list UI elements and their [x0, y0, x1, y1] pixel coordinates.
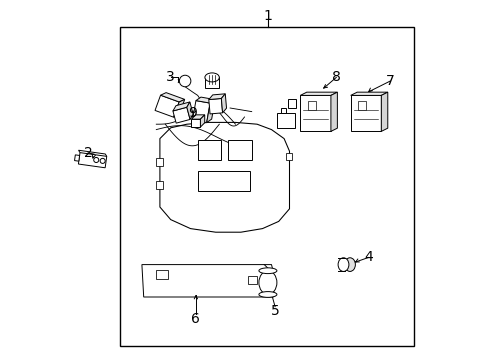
Bar	[307, 101, 315, 110]
Circle shape	[100, 158, 105, 163]
Bar	[247, 276, 257, 284]
Bar	[156, 270, 167, 279]
Text: 6: 6	[191, 312, 200, 325]
Bar	[280, 108, 285, 113]
Polygon shape	[191, 115, 204, 119]
Bar	[350, 95, 381, 131]
Polygon shape	[208, 94, 225, 100]
Polygon shape	[160, 93, 184, 102]
Text: 1: 1	[263, 9, 272, 23]
Circle shape	[94, 157, 99, 162]
Polygon shape	[173, 99, 184, 117]
Text: 4: 4	[364, 251, 372, 264]
Polygon shape	[208, 99, 222, 114]
Bar	[156, 181, 163, 189]
Bar	[285, 153, 292, 160]
Polygon shape	[186, 102, 193, 120]
Polygon shape	[173, 102, 189, 111]
Bar	[228, 140, 251, 160]
Bar	[204, 77, 219, 88]
Ellipse shape	[258, 271, 276, 294]
Text: 3: 3	[166, 71, 175, 84]
Text: 9: 9	[187, 107, 196, 120]
Text: 8: 8	[331, 71, 340, 84]
Polygon shape	[196, 97, 215, 103]
Polygon shape	[192, 100, 210, 123]
Polygon shape	[330, 92, 337, 131]
Polygon shape	[206, 100, 215, 123]
Polygon shape	[191, 119, 200, 127]
Ellipse shape	[204, 73, 219, 82]
Polygon shape	[350, 92, 387, 95]
Bar	[197, 140, 221, 160]
Ellipse shape	[258, 268, 276, 274]
Polygon shape	[142, 265, 273, 297]
Circle shape	[179, 75, 190, 87]
Polygon shape	[160, 122, 289, 232]
Ellipse shape	[258, 292, 276, 297]
Polygon shape	[173, 107, 190, 123]
Bar	[78, 153, 106, 168]
Bar	[358, 101, 365, 110]
Bar	[300, 95, 330, 131]
Polygon shape	[221, 94, 226, 113]
Polygon shape	[200, 115, 204, 127]
Polygon shape	[300, 92, 337, 95]
Bar	[287, 99, 295, 108]
Bar	[276, 113, 294, 128]
Bar	[197, 171, 249, 191]
Text: 7: 7	[385, 74, 394, 88]
Polygon shape	[155, 95, 179, 117]
Ellipse shape	[337, 258, 348, 271]
Text: 2: 2	[83, 146, 92, 160]
Polygon shape	[74, 155, 80, 161]
Polygon shape	[381, 92, 387, 131]
Ellipse shape	[344, 258, 355, 271]
Text: 5: 5	[270, 305, 279, 318]
Bar	[120, 27, 413, 346]
Bar	[156, 158, 163, 166]
